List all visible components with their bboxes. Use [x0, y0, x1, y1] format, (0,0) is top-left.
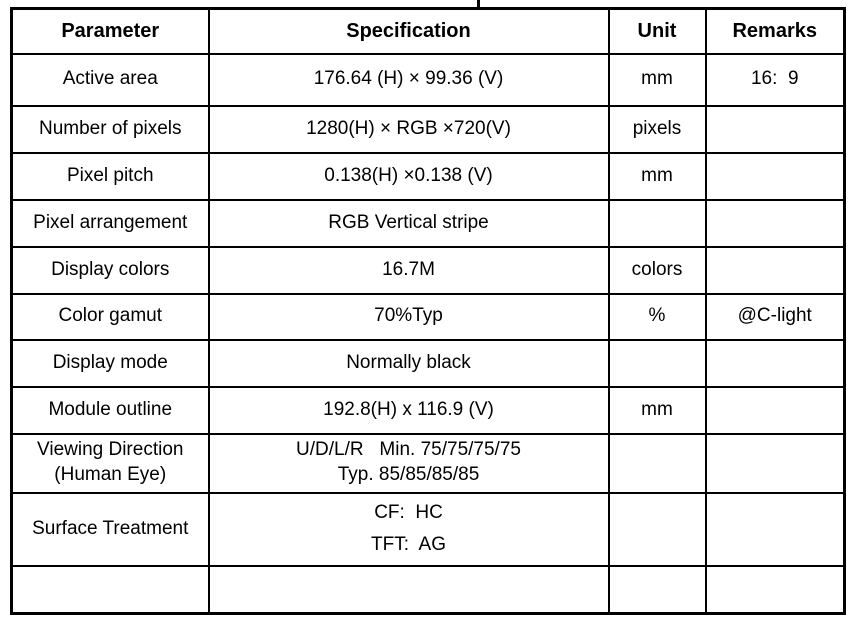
cell-remarks [704, 338, 846, 388]
cell-remarks: @C-light [704, 292, 846, 341]
cell-remarks [704, 385, 846, 435]
cell-specification: 1280(H) × RGB ×720(V) [207, 104, 610, 154]
col-header-specification: Specification [207, 7, 610, 55]
cell-specification: 0.138(H) ×0.138 (V) [207, 151, 610, 201]
cell-remarks [704, 198, 846, 248]
cropped-table-line [477, 0, 480, 9]
cell-unit [607, 338, 707, 388]
table-row: Pixel pitch 0.138(H) ×0.138 (V) mm [10, 151, 846, 201]
cell-specification: Normally black [207, 338, 610, 388]
cell-parameter: Pixel arrangement [10, 198, 210, 248]
cell-parameter: Pixel pitch [10, 151, 210, 201]
cell-unit [607, 198, 707, 248]
table-row [10, 564, 846, 615]
cell-parameter: Display mode [10, 338, 210, 388]
table-row: Color gamut 70%Typ % @C-light [10, 292, 846, 341]
cell-unit [607, 564, 707, 615]
table-row: Viewing Direction (Human Eye) U/D/L/R Mi… [10, 432, 846, 494]
col-header-unit: Unit [607, 7, 707, 55]
cell-specification: U/D/L/R Min. 75/75/75/75 Typ. 85/85/85/8… [207, 432, 610, 494]
table-row: Number of pixels 1280(H) × RGB ×720(V) p… [10, 104, 846, 154]
cell-specification [207, 564, 610, 615]
cell-parameter: Display colors [10, 245, 210, 295]
cell-parameter: Module outline [10, 385, 210, 435]
table-row: Display mode Normally black [10, 338, 846, 388]
table-row: Surface Treatment CF: HC TFT: AG [10, 491, 846, 567]
cell-specification: 176.64 (H) × 99.36 (V) [207, 52, 610, 107]
cell-specification: 70%Typ [207, 292, 610, 341]
cell-parameter: Number of pixels [10, 104, 210, 154]
cell-parameter: Color gamut [10, 292, 210, 341]
cell-parameter: Active area [10, 52, 210, 107]
cell-unit [607, 491, 707, 567]
cell-unit: mm [607, 151, 707, 201]
col-header-remarks: Remarks [704, 7, 846, 55]
col-header-parameter: Parameter [10, 7, 210, 55]
spec-table-body: Active area 176.64 (H) × 99.36 (V) mm 16… [10, 52, 846, 615]
table-row: Pixel arrangement RGB Vertical stripe [10, 198, 846, 248]
cell-remarks: 16: 9 [704, 52, 846, 107]
table-row: Module outline 192.8(H) x 116.9 (V) mm [10, 385, 846, 435]
cell-unit: mm [607, 385, 707, 435]
cell-remarks [704, 432, 846, 494]
cell-specification: 192.8(H) x 116.9 (V) [207, 385, 610, 435]
cell-unit [607, 432, 707, 494]
cell-parameter: Surface Treatment [10, 491, 210, 567]
spec-table: Parameter Specification Unit Remarks Act… [10, 7, 846, 615]
cell-specification: RGB Vertical stripe [207, 198, 610, 248]
cell-specification: 16.7M [207, 245, 610, 295]
cell-unit: colors [607, 245, 707, 295]
spec-table-header: Parameter Specification Unit Remarks [10, 7, 846, 55]
cell-parameter [10, 564, 210, 615]
header-row: Parameter Specification Unit Remarks [10, 7, 846, 55]
cell-remarks [704, 151, 846, 201]
cell-unit: pixels [607, 104, 707, 154]
cell-parameter: Viewing Direction (Human Eye) [10, 432, 210, 494]
cell-unit: % [607, 292, 707, 341]
cell-remarks [704, 564, 846, 615]
cell-unit: mm [607, 52, 707, 107]
table-row: Active area 176.64 (H) × 99.36 (V) mm 16… [10, 52, 846, 107]
cell-remarks [704, 104, 846, 154]
table-row: Display colors 16.7M colors [10, 245, 846, 295]
cell-remarks [704, 245, 846, 295]
cell-specification: CF: HC TFT: AG [207, 491, 610, 567]
cell-remarks [704, 491, 846, 567]
